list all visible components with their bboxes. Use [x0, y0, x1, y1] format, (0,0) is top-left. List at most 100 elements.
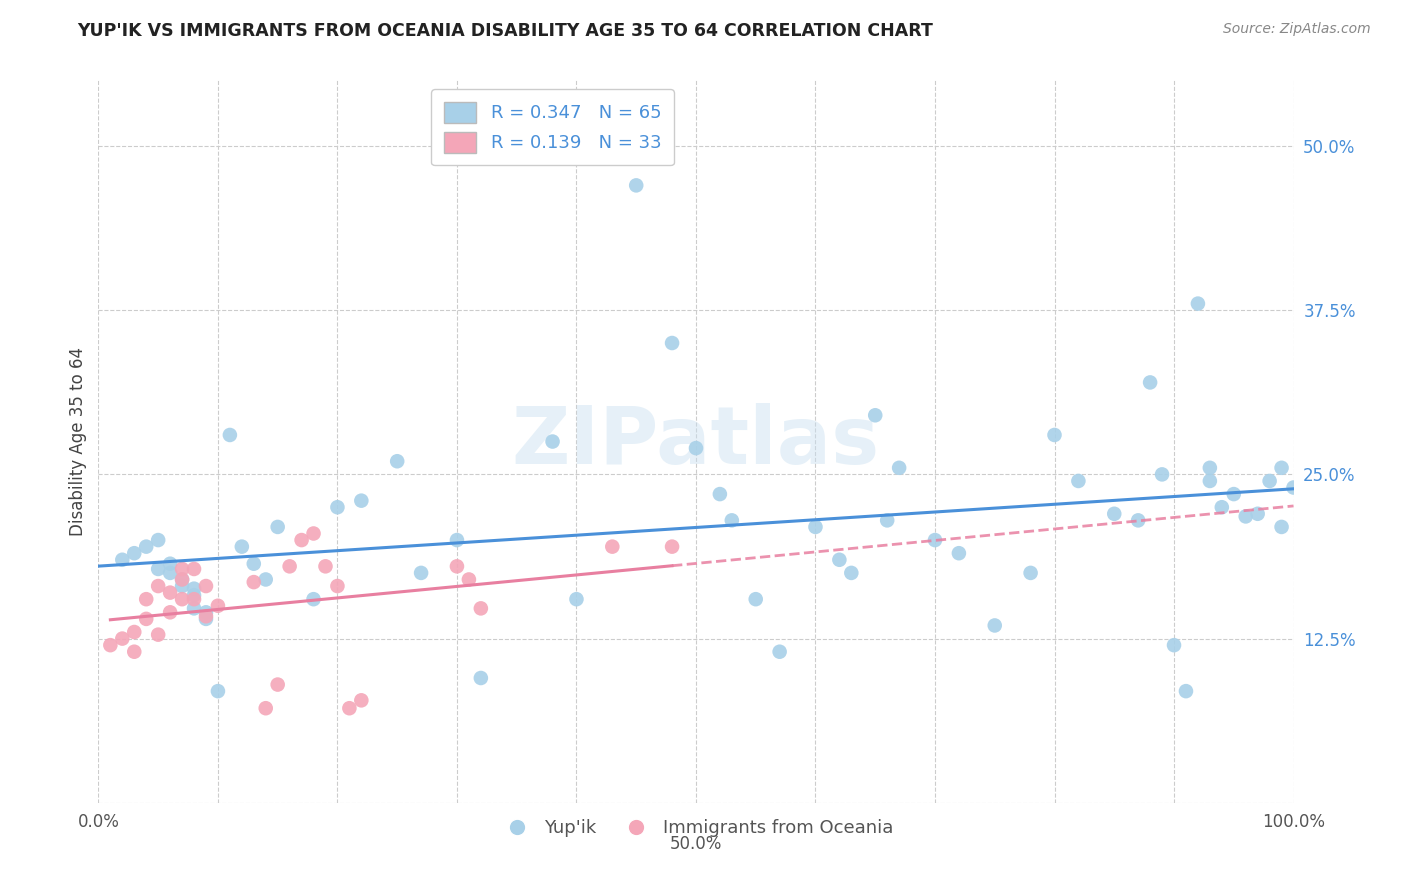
Point — [1067, 474, 1090, 488]
Point — [172, 592, 194, 607]
Point — [183, 601, 205, 615]
Point — [924, 533, 946, 547]
Point — [302, 526, 325, 541]
Point — [111, 553, 134, 567]
Point — [1234, 509, 1257, 524]
Point — [159, 566, 181, 580]
Point — [111, 632, 134, 646]
Text: YUP'IK VS IMMIGRANTS FROM OCEANIA DISABILITY AGE 35 TO 64 CORRELATION CHART: YUP'IK VS IMMIGRANTS FROM OCEANIA DISABI… — [77, 22, 934, 40]
Point — [278, 559, 301, 574]
Point — [124, 645, 146, 659]
Point — [267, 520, 290, 534]
Point — [1175, 684, 1198, 698]
Point — [148, 533, 170, 547]
Point — [1223, 487, 1246, 501]
Point — [626, 178, 648, 193]
Point — [254, 701, 277, 715]
Y-axis label: Disability Age 35 to 64: Disability Age 35 to 64 — [69, 347, 87, 536]
Point — [243, 575, 266, 590]
Point — [267, 677, 290, 691]
Point — [1271, 520, 1294, 534]
Point — [135, 612, 157, 626]
Point — [172, 573, 194, 587]
Point — [1152, 467, 1174, 482]
Point — [350, 493, 373, 508]
Point — [721, 513, 744, 527]
Text: 50.0%: 50.0% — [669, 835, 723, 854]
Point — [1128, 513, 1150, 527]
Point — [1163, 638, 1185, 652]
Point — [876, 513, 898, 527]
Point — [1187, 296, 1209, 310]
Point — [1282, 481, 1305, 495]
Point — [326, 500, 349, 515]
Point — [1211, 500, 1233, 515]
Point — [565, 592, 588, 607]
Point — [172, 573, 194, 587]
Point — [195, 605, 218, 619]
Point — [828, 553, 851, 567]
Point — [195, 579, 218, 593]
Point — [219, 428, 242, 442]
Point — [326, 579, 349, 593]
Point — [98, 638, 122, 652]
Point — [124, 546, 146, 560]
Point — [1043, 428, 1066, 442]
Point — [1199, 460, 1222, 475]
Point — [183, 562, 205, 576]
Point — [446, 533, 468, 547]
Point — [1258, 474, 1281, 488]
Point — [231, 540, 253, 554]
Point — [183, 588, 205, 602]
Point — [1139, 376, 1161, 390]
Point — [841, 566, 863, 580]
Point — [661, 540, 683, 554]
Point — [1247, 507, 1270, 521]
Point — [315, 559, 337, 574]
Point — [195, 609, 218, 624]
Text: ZIPatlas: ZIPatlas — [512, 402, 880, 481]
Point — [148, 627, 170, 641]
Point — [745, 592, 768, 607]
Point — [709, 487, 731, 501]
Point — [385, 454, 409, 468]
Point — [135, 592, 157, 607]
Point — [159, 585, 181, 599]
Point — [124, 625, 146, 640]
Point — [470, 601, 492, 615]
Point — [446, 559, 468, 574]
Point — [470, 671, 492, 685]
Point — [135, 540, 157, 554]
Point — [768, 645, 790, 659]
Point — [148, 579, 170, 593]
Point — [1019, 566, 1042, 580]
Point — [159, 557, 181, 571]
Point — [1199, 474, 1222, 488]
Point — [254, 573, 277, 587]
Point — [661, 336, 683, 351]
Point — [195, 612, 218, 626]
Point — [243, 557, 266, 571]
Point — [889, 460, 911, 475]
Point — [302, 592, 325, 607]
Point — [172, 579, 194, 593]
Point — [183, 592, 205, 607]
Point — [207, 684, 229, 698]
Point — [541, 434, 564, 449]
Legend: Yup'ik, Immigrants from Oceania: Yup'ik, Immigrants from Oceania — [492, 812, 900, 845]
Point — [148, 562, 170, 576]
Point — [458, 573, 481, 587]
Point — [804, 520, 827, 534]
Point — [350, 693, 373, 707]
Point — [1271, 460, 1294, 475]
Text: Source: ZipAtlas.com: Source: ZipAtlas.com — [1223, 22, 1371, 37]
Point — [984, 618, 1007, 632]
Point — [207, 599, 229, 613]
Point — [172, 562, 194, 576]
Point — [159, 605, 181, 619]
Point — [865, 409, 887, 423]
Point — [411, 566, 433, 580]
Point — [291, 533, 314, 547]
Point — [1104, 507, 1126, 521]
Point — [602, 540, 624, 554]
